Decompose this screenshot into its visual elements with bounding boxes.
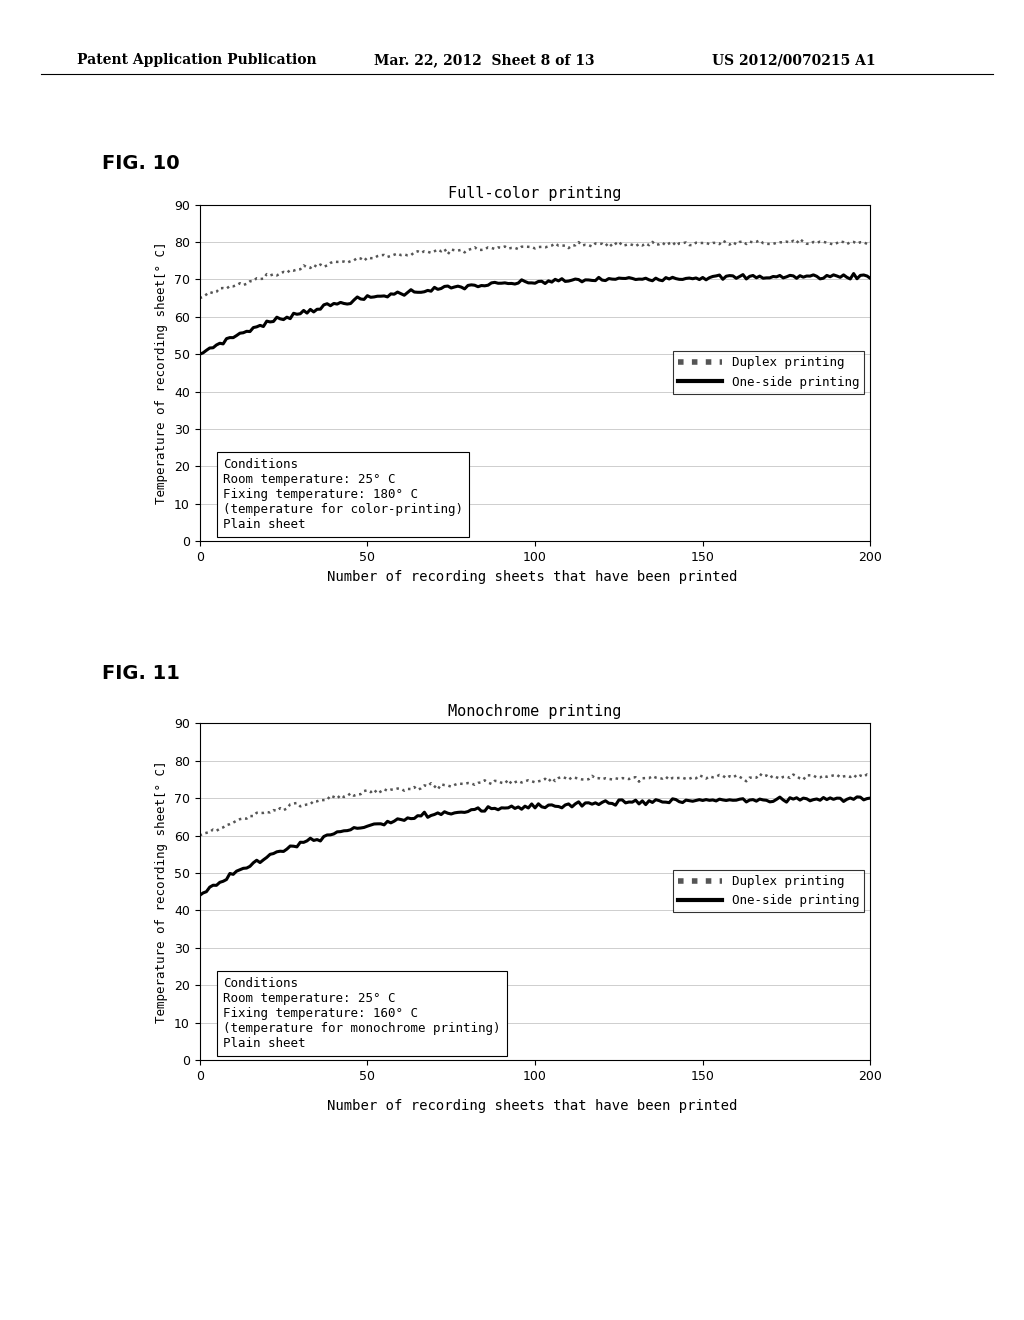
Text: FIG. 11: FIG. 11 (102, 664, 180, 682)
Text: Number of recording sheets that have been printed: Number of recording sheets that have bee… (328, 1100, 737, 1113)
Y-axis label: Temperature of recording sheet[° C]: Temperature of recording sheet[° C] (156, 242, 168, 504)
Text: Patent Application Publication: Patent Application Publication (77, 53, 316, 67)
Title: Full-color printing: Full-color printing (449, 186, 622, 201)
Text: Conditions
Room temperature: 25° C
Fixing temperature: 180° C
(temperature for c: Conditions Room temperature: 25° C Fixin… (223, 458, 463, 531)
Text: US 2012/0070215 A1: US 2012/0070215 A1 (712, 53, 876, 67)
Y-axis label: Temperature of recording sheet[° C]: Temperature of recording sheet[° C] (156, 760, 168, 1023)
Text: Conditions
Room temperature: 25° C
Fixing temperature: 160° C
(temperature for m: Conditions Room temperature: 25° C Fixin… (223, 977, 501, 1049)
Legend: Duplex printing, One-side printing: Duplex printing, One-side printing (673, 351, 864, 393)
Legend: Duplex printing, One-side printing: Duplex printing, One-side printing (673, 870, 864, 912)
Text: Mar. 22, 2012  Sheet 8 of 13: Mar. 22, 2012 Sheet 8 of 13 (374, 53, 594, 67)
Text: FIG. 10: FIG. 10 (102, 154, 180, 173)
Title: Monochrome printing: Monochrome printing (449, 705, 622, 719)
Text: Number of recording sheets that have been printed: Number of recording sheets that have bee… (328, 570, 737, 583)
